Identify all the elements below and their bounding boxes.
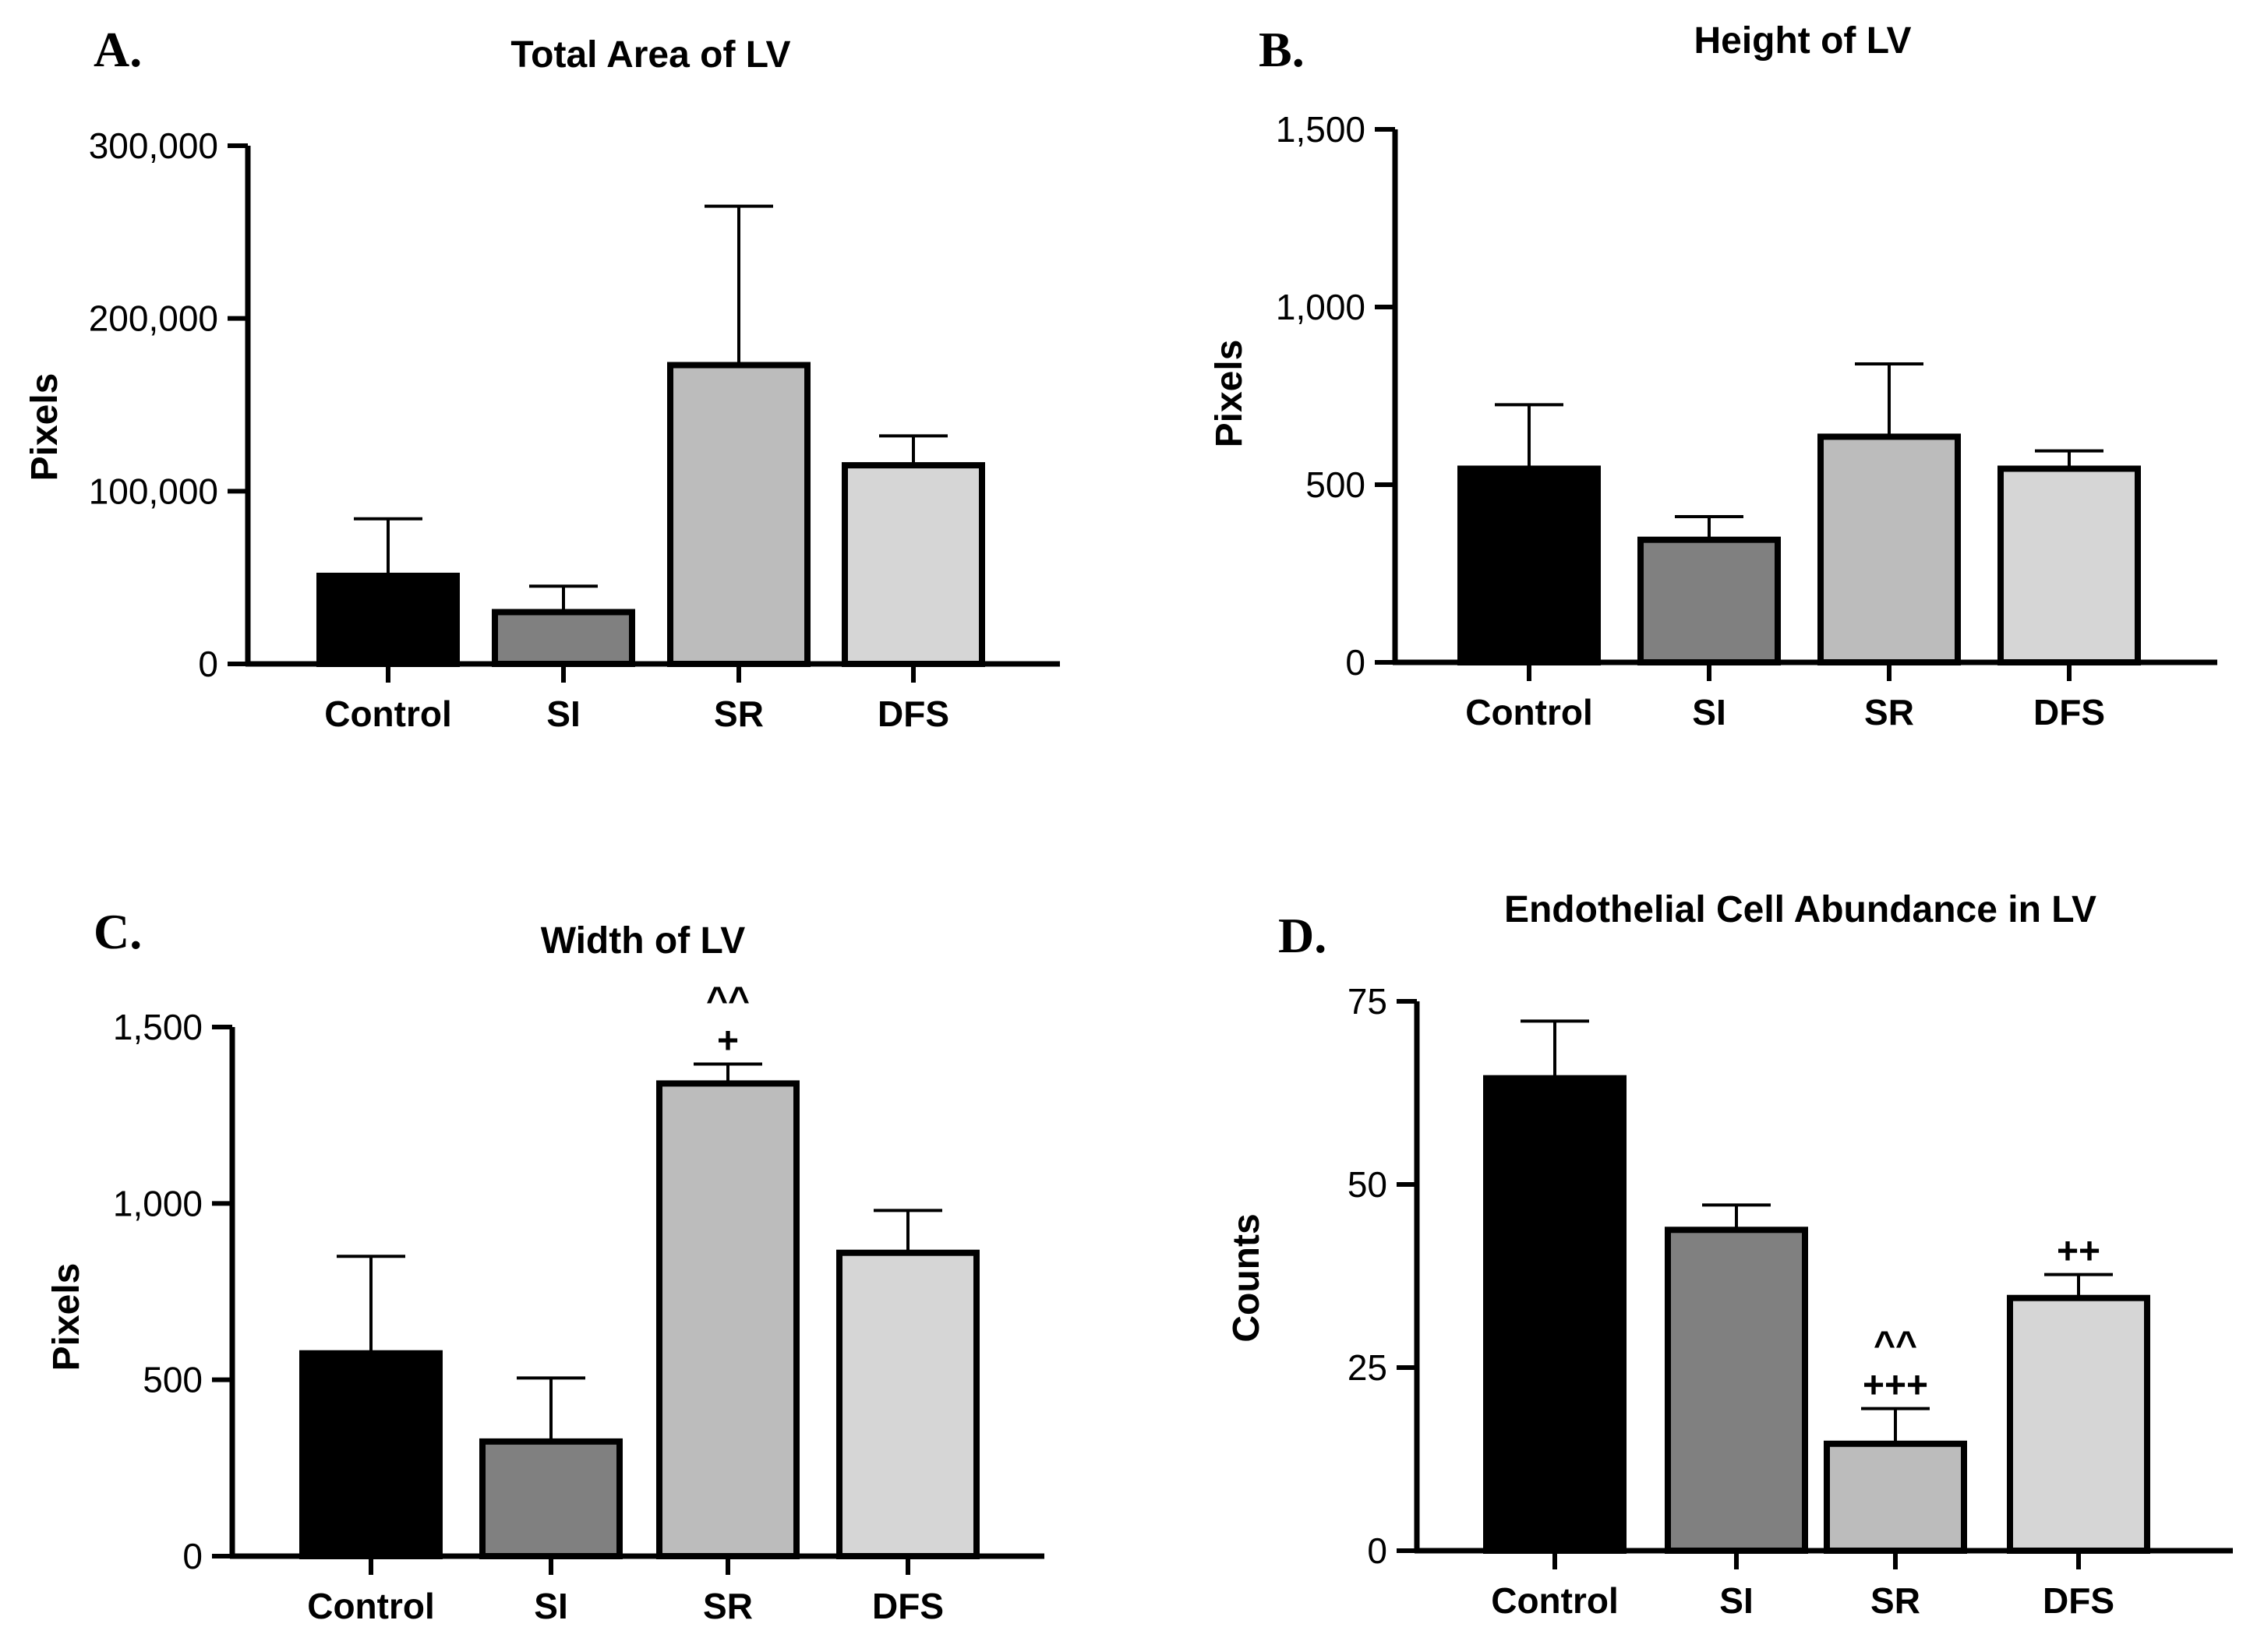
- panel-b-y-tick-label: 500: [1305, 464, 1365, 505]
- panel-b-letter: B.: [1259, 22, 1305, 77]
- panel-d-y-tick-label: 75: [1348, 981, 1387, 1022]
- panel-a-y-tick-label: 300,000: [89, 125, 218, 166]
- panel-d-bar-sr: [1824, 1440, 1967, 1555]
- panel-d-bar-dfs: [2007, 1294, 2150, 1554]
- panel-a-bar-dfs: [842, 462, 985, 667]
- panel-c-letter: C.: [94, 904, 142, 959]
- panel-a-plot: 0 100,000 200,000 300,000 Control SI SR DFS: [89, 125, 1060, 734]
- panel-d-x-tick-label: SI: [1719, 1580, 1753, 1621]
- panel-c-plot: 0 500 1,000 1,500 Control SI SR DFS ^^+: [113, 980, 1044, 1626]
- panel-d-x-tick-label: SR: [1870, 1580, 1920, 1621]
- panel-c-title: Width of LV: [541, 920, 746, 962]
- panel-c-y-tick-label: 1,500: [113, 1007, 203, 1047]
- panel-d-y-tick-label: 25: [1348, 1347, 1387, 1388]
- panel-b-x-tick-label: DFS: [2033, 692, 2105, 732]
- panel-d-x-tick-label: Control: [1491, 1580, 1619, 1621]
- panel-c-x-tick-label: SR: [703, 1586, 753, 1626]
- panel-d-significance-label: ++: [2057, 1231, 2100, 1273]
- panel-a-bar-control: [316, 572, 460, 668]
- panel-b-bar-control: [1457, 465, 1601, 665]
- panel-a-bar-sr: [667, 362, 811, 667]
- panel-c-bar-si: [479, 1438, 623, 1559]
- panel-b-x-tick-label: SI: [1692, 692, 1725, 732]
- panel-d: D. Endothelial Cell Abundance in LV Coun…: [1226, 889, 2233, 1621]
- panel-a-y-tick-label: 100,000: [89, 471, 218, 511]
- panel-a-y-tick-label: 200,000: [89, 298, 218, 339]
- panel-d-ylabel: Counts: [1226, 1213, 1267, 1342]
- panel-c-x-tick-label: DFS: [872, 1586, 944, 1626]
- panel-c-x-tick-label: SI: [534, 1586, 567, 1626]
- panel-b-title: Height of LV: [1694, 20, 1911, 62]
- panel-a-letter: A.: [94, 22, 142, 77]
- panel-a: A. Total Area of LV Pixels 0 100,000 200,0…: [24, 22, 1060, 734]
- panel-c: C. Width of LV Pixels 0 500 1,000 1,500 Cont…: [46, 904, 1044, 1626]
- panel-b-y-tick-label: 1,500: [1276, 109, 1365, 150]
- panel-c-y-tick-label: 500: [143, 1360, 203, 1400]
- panel-d-bar-si: [1665, 1227, 1808, 1555]
- panel-d-title: Endothelial Cell Abundance in LV: [1504, 889, 2096, 930]
- panel-c-x-tick-label: Control: [307, 1586, 435, 1626]
- panel-d-significance-label: +++: [1863, 1365, 1928, 1407]
- panel-d-letter: D.: [1278, 908, 1326, 963]
- panel-b-x-tick-label: SR: [1864, 692, 1914, 732]
- panel-b-y-tick-label: 1,000: [1276, 287, 1365, 327]
- panel-c-y-tick-label: 1,000: [113, 1183, 203, 1223]
- panel-b-ylabel: Pixels: [1209, 340, 1250, 448]
- panel-d-y-tick-label: 50: [1348, 1164, 1387, 1205]
- panel-c-y-tick-label: 0: [182, 1536, 203, 1576]
- panel-d-significance-label: ^^: [1874, 1325, 1917, 1366]
- panel-a-title: Total Area of LV: [510, 34, 790, 76]
- panel-a-ylabel: Pixels: [24, 373, 65, 482]
- panel-b-bar-dfs: [1997, 465, 2141, 665]
- panel-a-x-tick-label: SR: [714, 694, 764, 734]
- panel-b-plot: 0 500 1,000 1,500 Control SI SR DFS: [1276, 109, 2217, 732]
- panel-b-y-tick-label: 0: [1345, 642, 1365, 683]
- panel-c-significance-label: ^^: [706, 980, 750, 1022]
- panel-a-y-tick-label: 0: [198, 644, 218, 684]
- panel-a-bar-si: [492, 609, 635, 667]
- panel-c-bar-control: [299, 1350, 443, 1559]
- panel-c-significance-label: +: [717, 1021, 739, 1062]
- panel-d-x-tick-label: DFS: [2043, 1580, 2114, 1621]
- panel-b-bar-sr: [1817, 433, 1961, 665]
- panel-c-bar-sr: [656, 1080, 800, 1559]
- panel-b-x-tick-label: Control: [1465, 692, 1593, 732]
- panel-a-x-tick-label: Control: [324, 694, 452, 734]
- panel-d-y-tick-label: 0: [1367, 1530, 1387, 1571]
- panel-c-bar-dfs: [836, 1249, 980, 1559]
- panel-b: B. Height of LV Pixels 0 500 1,000 1,500 Con…: [1209, 20, 2217, 732]
- panel-b-bar-si: [1637, 536, 1781, 665]
- panel-a-x-tick-label: DFS: [878, 694, 949, 734]
- panel-d-bar-control: [1483, 1075, 1627, 1554]
- panel-c-ylabel: Pixels: [46, 1263, 87, 1371]
- panel-a-x-tick-label: SI: [546, 694, 580, 734]
